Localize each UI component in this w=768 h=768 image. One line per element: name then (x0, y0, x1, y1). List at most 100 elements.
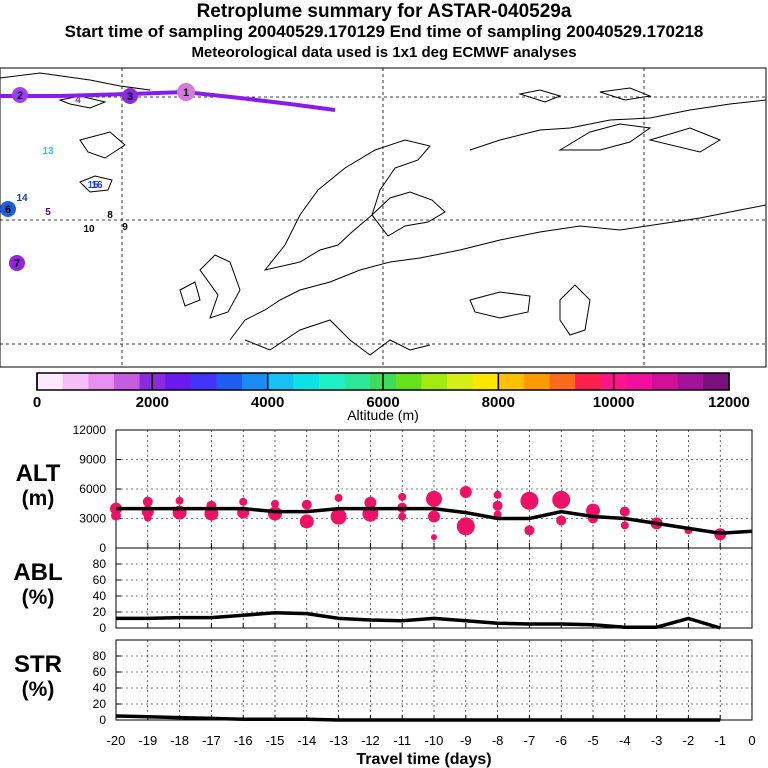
x-tick-label: -2 (683, 733, 695, 748)
alt-panel: 12000 9000 6000 3000 0 ALT(m) (16, 423, 753, 555)
colorbar-swatch (242, 373, 269, 390)
colorbar-swatch (344, 373, 371, 390)
altitude-cluster-point (552, 490, 571, 509)
x-tick-label: -13 (329, 733, 348, 748)
colorbar-swatch (549, 373, 576, 390)
colorbar-swatch (113, 373, 141, 390)
day-marker-dot (0, 201, 16, 217)
str-axis-label: (%) (22, 678, 55, 701)
altitude-cluster-point (520, 491, 539, 510)
day-marker-label: 8 (107, 210, 113, 221)
x-tick-label: 0 (748, 733, 755, 748)
altitude-cluster-point (493, 490, 502, 499)
x-tick-label: -18 (170, 733, 189, 748)
sampling-time-subtitle: Start time of sampling 20040529.170129 E… (64, 22, 704, 41)
altitude-cluster-point (143, 513, 152, 522)
altitude-cluster-point (398, 512, 407, 521)
x-tick-label: -10 (425, 733, 444, 748)
x-tick-label: -15 (266, 733, 285, 748)
alt-axis-label: (m) (22, 487, 55, 510)
day-marker-label: 1 (183, 87, 189, 99)
day-marker-label: 7 (14, 258, 20, 270)
day-marker-14: 14 (16, 193, 28, 204)
colorbar-swatch (37, 373, 64, 390)
colorbar-swatch (62, 373, 89, 390)
x-tick-label: -6 (555, 733, 567, 748)
day-marker-15: 15 (87, 180, 99, 191)
day-marker-10: 10 (83, 224, 95, 235)
colorbar-swatch (703, 373, 730, 390)
x-tick-label: -5 (587, 733, 599, 748)
colorbar-swatch (575, 373, 602, 390)
y-tick-label: 12000 (73, 423, 107, 437)
x-tick-label: -14 (297, 733, 316, 748)
str-axis-label: STR (14, 651, 62, 678)
x-tick-label: -19 (138, 733, 157, 748)
str-series-line (115, 714, 721, 722)
day-marker-label: 4 (75, 95, 81, 106)
colorbar-swatch (421, 373, 448, 390)
y-tick-label: 6000 (79, 482, 106, 496)
x-tick-label: -17 (202, 733, 221, 748)
altitude-cluster-point (428, 510, 440, 523)
colorbar-swatch (472, 373, 499, 390)
x-tick-label: -11 (393, 733, 411, 748)
abl-axis-label: (%) (22, 586, 55, 609)
altitude-cluster-point (301, 499, 312, 510)
altitude-cluster-point (431, 534, 437, 541)
altitude-cluster-point (456, 517, 475, 536)
y-tick-label: 60 (93, 665, 107, 679)
day-marker-6: 6 (0, 201, 16, 217)
altitude-cluster-point (299, 514, 314, 529)
altitude-cluster-point (492, 500, 503, 511)
day-marker-8: 8 (107, 210, 113, 221)
day-marker-4: 4 (75, 95, 81, 106)
colorbar-swatch (447, 373, 474, 390)
altitude-colorbar: 0 2000 4000 6000 8000 10000 12000 Altitude (m) (33, 372, 750, 423)
y-tick-label: 9000 (79, 453, 106, 467)
altitude-cluster-point (142, 496, 153, 507)
y-tick-label: 0 (99, 713, 106, 727)
alt-axis-label: ALT (16, 460, 61, 487)
altitude-cluster-point (111, 510, 121, 521)
colorbar-swatch (498, 373, 525, 390)
day-marker-9: 9 (122, 222, 128, 233)
colorbar-tick-label: 4000 (251, 394, 284, 411)
abl-axis-label: ABL (13, 559, 62, 586)
colorbar-swatch (88, 373, 115, 390)
day-marker-label: 13 (42, 146, 54, 157)
altitude-cluster-point (271, 499, 279, 508)
day-marker-label: 15 (87, 180, 99, 191)
altitude-cluster-point (330, 508, 347, 525)
colorbar-swatch (216, 373, 243, 390)
x-tick-label: -12 (361, 733, 380, 748)
altitude-cluster-point (239, 497, 248, 506)
y-tick-label: 20 (93, 605, 107, 619)
day-marker-13: 13 (42, 146, 54, 157)
colorbar-tick-label: 12000 (708, 394, 750, 411)
colorbar-tick-label: 0 (33, 394, 41, 411)
altitude-cluster-point (364, 496, 377, 509)
colorbar-swatch (318, 373, 346, 390)
altitude-cluster-point (426, 490, 442, 507)
x-tick-label: -20 (107, 733, 126, 748)
mean-altitude-line (116, 506, 753, 536)
altitude-cluster-point (459, 485, 472, 498)
colorbar-tick-label: 2000 (136, 394, 169, 411)
day-marker-label: 16 (91, 180, 103, 191)
day-marker-1: 1 (177, 83, 195, 101)
y-tick-label: 40 (93, 681, 107, 695)
day-marker-label: 14 (16, 193, 28, 204)
altitude-cluster-point (556, 515, 567, 526)
colorbar-tick-label: 10000 (593, 394, 635, 411)
day-marker-dot (9, 255, 25, 271)
day-marker-3: 3 (122, 88, 138, 104)
colorbar-tick-label: 6000 (366, 394, 399, 411)
y-tick-label: 3000 (79, 512, 106, 526)
day-marker-5: 5 (45, 207, 51, 218)
colorbar-swatch (626, 373, 653, 390)
abl-series-line (116, 611, 721, 630)
